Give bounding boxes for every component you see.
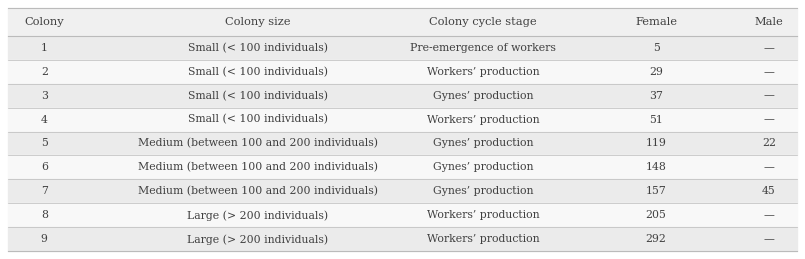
Text: Workers’ production: Workers’ production (427, 234, 539, 244)
Text: Colony: Colony (24, 17, 64, 27)
Text: —: — (763, 210, 774, 220)
Text: Workers’ production: Workers’ production (427, 114, 539, 125)
Text: 205: 205 (646, 210, 667, 220)
Text: Gynes’ production: Gynes’ production (433, 162, 533, 172)
Text: 148: 148 (646, 162, 667, 172)
Text: 2: 2 (41, 67, 47, 77)
Bar (8, 8, 797, 36)
Bar (8, 203, 797, 227)
Bar (8, 227, 797, 251)
Text: 6: 6 (41, 162, 47, 172)
Bar (8, 60, 797, 84)
Text: —: — (763, 234, 774, 244)
Text: 157: 157 (646, 186, 667, 196)
Text: Gynes’ production: Gynes’ production (433, 91, 533, 100)
Text: —: — (763, 43, 774, 53)
Text: Medium (between 100 and 200 individuals): Medium (between 100 and 200 individuals) (138, 138, 378, 149)
Text: —: — (763, 162, 774, 172)
Text: Large (> 200 individuals): Large (> 200 individuals) (187, 234, 328, 244)
Bar (8, 179, 797, 203)
Text: 292: 292 (646, 234, 667, 244)
Text: Workers’ production: Workers’ production (427, 67, 539, 77)
Bar (8, 84, 797, 107)
Text: Colony size: Colony size (225, 17, 291, 27)
Text: 9: 9 (41, 234, 47, 244)
Text: Large (> 200 individuals): Large (> 200 individuals) (187, 210, 328, 221)
Text: —: — (763, 91, 774, 100)
Text: 5: 5 (41, 139, 47, 148)
Text: Gynes’ production: Gynes’ production (433, 186, 533, 196)
Text: Small (< 100 individuals): Small (< 100 individuals) (188, 90, 328, 101)
Text: —: — (763, 67, 774, 77)
Text: Workers’ production: Workers’ production (427, 210, 539, 220)
Text: Colony cycle stage: Colony cycle stage (429, 17, 537, 27)
Text: 119: 119 (646, 139, 667, 148)
Text: 4: 4 (41, 114, 47, 125)
Text: Male: Male (754, 17, 783, 27)
Text: —: — (763, 114, 774, 125)
Text: Small (< 100 individuals): Small (< 100 individuals) (188, 67, 328, 77)
Text: Pre-emergence of workers: Pre-emergence of workers (410, 43, 556, 53)
Text: 5: 5 (653, 43, 659, 53)
Text: 8: 8 (41, 210, 47, 220)
Text: Small (< 100 individuals): Small (< 100 individuals) (188, 42, 328, 53)
Bar (8, 36, 797, 60)
Text: 51: 51 (649, 114, 663, 125)
Bar (8, 155, 797, 179)
Text: Female: Female (635, 17, 677, 27)
Text: 45: 45 (762, 186, 776, 196)
Text: 3: 3 (41, 91, 47, 100)
Text: 37: 37 (649, 91, 663, 100)
Text: Small (< 100 individuals): Small (< 100 individuals) (188, 114, 328, 125)
Text: 1: 1 (41, 43, 47, 53)
Text: 7: 7 (41, 186, 47, 196)
Text: Medium (between 100 and 200 individuals): Medium (between 100 and 200 individuals) (138, 162, 378, 172)
Text: 22: 22 (762, 139, 776, 148)
Text: 29: 29 (649, 67, 663, 77)
Bar (8, 107, 797, 132)
Bar (8, 132, 797, 155)
Text: Gynes’ production: Gynes’ production (433, 139, 533, 148)
Text: Medium (between 100 and 200 individuals): Medium (between 100 and 200 individuals) (138, 186, 378, 197)
